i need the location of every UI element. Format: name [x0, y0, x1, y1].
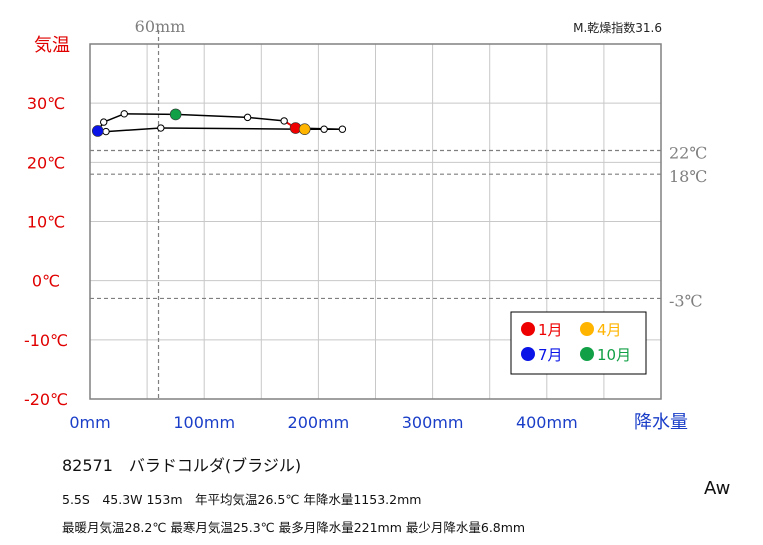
month-marker-4: [298, 123, 311, 135]
x-tick-labels: 0mm 100mm 200mm 300mm 400mm: [69, 413, 577, 432]
month-point-6: [102, 127, 110, 136]
legend: 1月 4月 7月 10月: [510, 311, 647, 375]
y-tick-label: -10℃: [24, 331, 68, 350]
legend-label-10: 10月: [597, 346, 631, 364]
reference-lines: 22℃ 18℃ -3℃: [90, 30, 707, 399]
x-axis-label: 降水量: [634, 412, 688, 433]
x-tick-label: 400mm: [516, 413, 578, 432]
legend-label-4: 4月: [597, 321, 622, 339]
series-line-segment: [124, 113, 176, 116]
series-line-segment: [247, 116, 285, 122]
month-point-2: [338, 125, 347, 133]
month-marker-7: [91, 125, 104, 137]
temperature-reference-label: 22℃: [669, 144, 707, 163]
month-marker-10: [169, 108, 182, 121]
y-tick-label: 30℃: [27, 94, 65, 113]
x-tick-label: 0mm: [69, 413, 110, 432]
dryness-index-label: M.乾燥指数31.6: [573, 20, 662, 35]
station-info-line2: 最暖月気温28.2℃ 最寒月気温25.3℃ 最多月降水量221mm 最少月降水量…: [62, 520, 526, 535]
legend-marker-4: [580, 322, 594, 336]
month-point-9: [120, 110, 128, 118]
x-tick-label: 200mm: [288, 413, 350, 432]
month-point-11: [243, 113, 252, 122]
chart-title: 82571 バラドコルダ(ブラジル): [62, 456, 302, 475]
y-tick-label: 20℃: [27, 153, 65, 172]
x-tick-label: 100mm: [173, 413, 235, 432]
y-tick-labels: -20℃ -10℃ 0℃ 10℃ 20℃ 30℃: [24, 94, 68, 409]
y-tick-label: -20℃: [24, 390, 68, 409]
precip-ref-label: 60mm: [135, 17, 186, 36]
legend-label-1: 1月: [538, 321, 563, 339]
legend-label-7: 7月: [538, 346, 563, 364]
month-point-5: [157, 124, 165, 132]
month-point-12: [280, 117, 288, 125]
series-layer: [91, 108, 347, 137]
temperature-reference-label: 18℃: [669, 167, 707, 186]
climate-class-label: Aw: [704, 478, 731, 499]
x-tick-label: 300mm: [402, 413, 464, 432]
legend-marker-7: [521, 347, 535, 361]
legend-marker-1: [521, 322, 535, 336]
series-line-segment: [160, 127, 305, 130]
y-tick-label: 10℃: [27, 213, 65, 232]
plot-frame: [89, 43, 662, 400]
station-info-line1: 5.5S 45.3W 153m 年平均気温26.5℃ 年降水量1153.2mm: [62, 492, 422, 507]
series-line-segment: [175, 113, 248, 119]
legend-marker-10: [580, 347, 594, 361]
y-tick-label: 0℃: [32, 272, 60, 291]
series-line-segment: [105, 127, 161, 133]
y-axis-label: 気温: [34, 35, 70, 56]
month-point-3: [320, 125, 328, 133]
legend-box: [510, 311, 647, 375]
month-point-8: [100, 118, 108, 126]
temperature-reference-label: -3℃: [669, 291, 702, 310]
